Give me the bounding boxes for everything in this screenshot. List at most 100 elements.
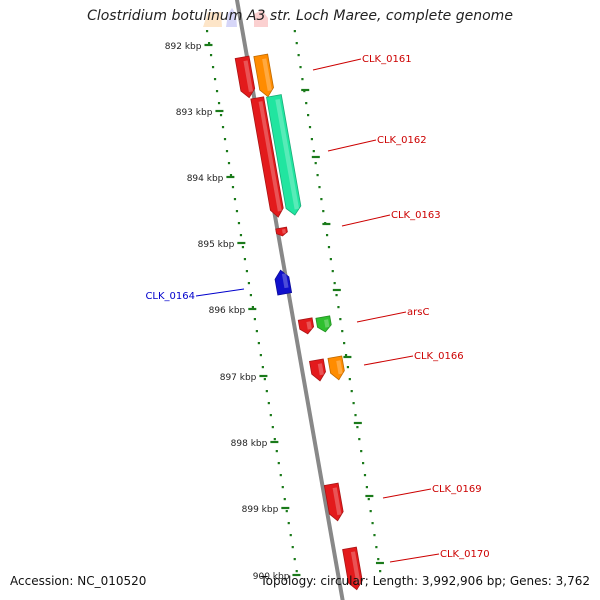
scale-dot-left <box>263 378 266 381</box>
scale-tick-label: 898 kbp <box>231 439 268 449</box>
scale-dot-left <box>279 474 282 477</box>
gene-label: CLK_0166 <box>414 351 464 362</box>
scale-dot-right <box>346 366 350 369</box>
scale-tick-label: 894 kbp <box>187 174 224 184</box>
scale-dot-left <box>255 330 258 333</box>
scale-dot-right <box>361 462 365 465</box>
scale-dot-right <box>314 162 317 165</box>
scale-dot-left <box>239 234 243 237</box>
gene-label: CLK_0163 <box>391 210 441 221</box>
scale-tick-label: 899 kbp <box>242 505 279 515</box>
scale-dot-right <box>356 426 359 429</box>
scale-dot-right <box>310 138 314 141</box>
scale-dot-left <box>225 150 229 153</box>
scale-tick-label: 895 kbp <box>198 240 235 250</box>
scale-tick-label: 900 kbp <box>253 572 290 582</box>
gene-label-leader <box>363 355 414 366</box>
scale-dot-left <box>231 186 235 189</box>
scale-dot-left <box>243 258 247 261</box>
gene-label-leader <box>327 139 377 152</box>
scale-dot-left <box>219 114 223 117</box>
gene-arrow <box>234 55 256 99</box>
scale-dot-left <box>251 306 254 309</box>
faded-gene-top <box>226 8 237 27</box>
scale-dot-right <box>371 522 374 525</box>
gene-label-leader <box>389 553 440 563</box>
scale-dot-left <box>281 486 284 489</box>
scale-dot-left <box>287 522 290 525</box>
scale-dot-right <box>344 354 348 357</box>
scale-dot-right <box>358 438 361 441</box>
scale-dot-right <box>331 270 334 273</box>
scale-dot-right <box>325 234 329 237</box>
scale-dot-left <box>273 438 276 441</box>
scale-dot-right <box>322 210 325 213</box>
scale-dot-left <box>227 162 231 165</box>
scale-dot-left <box>217 102 221 105</box>
gene-arrow <box>342 546 363 591</box>
gene-arrow <box>275 226 288 237</box>
scale-dot-right <box>297 54 300 57</box>
gene-label-leader <box>195 288 245 297</box>
scale-dot-right <box>343 342 346 345</box>
scale-dot-left <box>215 90 219 93</box>
scale-dot-right <box>301 78 304 81</box>
gene-label: CLK_0170 <box>440 549 490 560</box>
scale-dot-right <box>307 114 310 117</box>
scale-dot-left <box>291 546 294 549</box>
scale-dot-right <box>341 330 344 333</box>
scale-dot-left <box>289 534 292 537</box>
scale-dot-right <box>320 198 323 201</box>
scale-dot-left <box>207 42 211 45</box>
scale-dot-right <box>316 174 319 177</box>
gene-label-leader <box>341 214 391 227</box>
scale-dot-left <box>233 198 237 201</box>
scale-dot-right <box>318 186 321 189</box>
scale-dot-right <box>348 378 351 381</box>
gene-arrow <box>250 96 284 218</box>
scale-dot-right <box>365 486 368 489</box>
gene-arrow <box>253 53 274 98</box>
scale-dot-right <box>350 390 353 393</box>
scale-dot-right <box>327 246 331 249</box>
gene-arrow <box>297 317 315 335</box>
gene-label: CLK_0161 <box>362 54 412 65</box>
scale-dot-left <box>283 498 286 501</box>
scale-dot-left <box>261 366 264 369</box>
scale-dot-left <box>211 66 215 69</box>
gene-arrow <box>327 355 345 381</box>
scale-dot-left <box>267 402 270 405</box>
scale-dot-left <box>247 282 251 285</box>
gene-label: CLK_0162 <box>377 135 427 146</box>
faded-gene-top <box>254 10 268 27</box>
gene-label: CLK_0164 <box>145 291 195 302</box>
scale-dot-left <box>229 174 233 177</box>
scale-dot-left <box>265 390 268 393</box>
scale-dot-left <box>257 342 260 345</box>
scale-dot-left <box>293 558 296 561</box>
scale-dot-right <box>377 558 380 561</box>
scale-dot-right <box>293 30 296 33</box>
scale-dot-right <box>373 534 376 537</box>
scale-dot-right <box>333 282 336 285</box>
scale-dot-right <box>369 510 372 513</box>
gene-arrow <box>309 358 326 382</box>
scale-dot-right <box>337 306 340 309</box>
topology-text: Topology: circular; Length: 3,992,906 bp… <box>260 574 590 588</box>
scale-dot-right <box>354 414 357 417</box>
gene-label: CLK_0169 <box>432 484 482 495</box>
scale-dot-right <box>299 66 302 69</box>
scale-tick-label: 893 kbp <box>176 108 213 118</box>
accession-text: Accession: NC_010520 <box>10 574 147 588</box>
gene-label: arsC <box>407 307 429 318</box>
scale-dot-left <box>221 126 225 129</box>
scale-dot-right <box>305 102 308 105</box>
scale-dot-right <box>379 570 382 573</box>
scale-dot-right <box>329 258 332 261</box>
scale-dot-right <box>367 498 370 501</box>
scale-dot-left <box>241 246 245 249</box>
scale-dot-right <box>335 294 338 297</box>
map-title: Clostridium botulinum A3 str. Loch Maree… <box>87 8 513 24</box>
